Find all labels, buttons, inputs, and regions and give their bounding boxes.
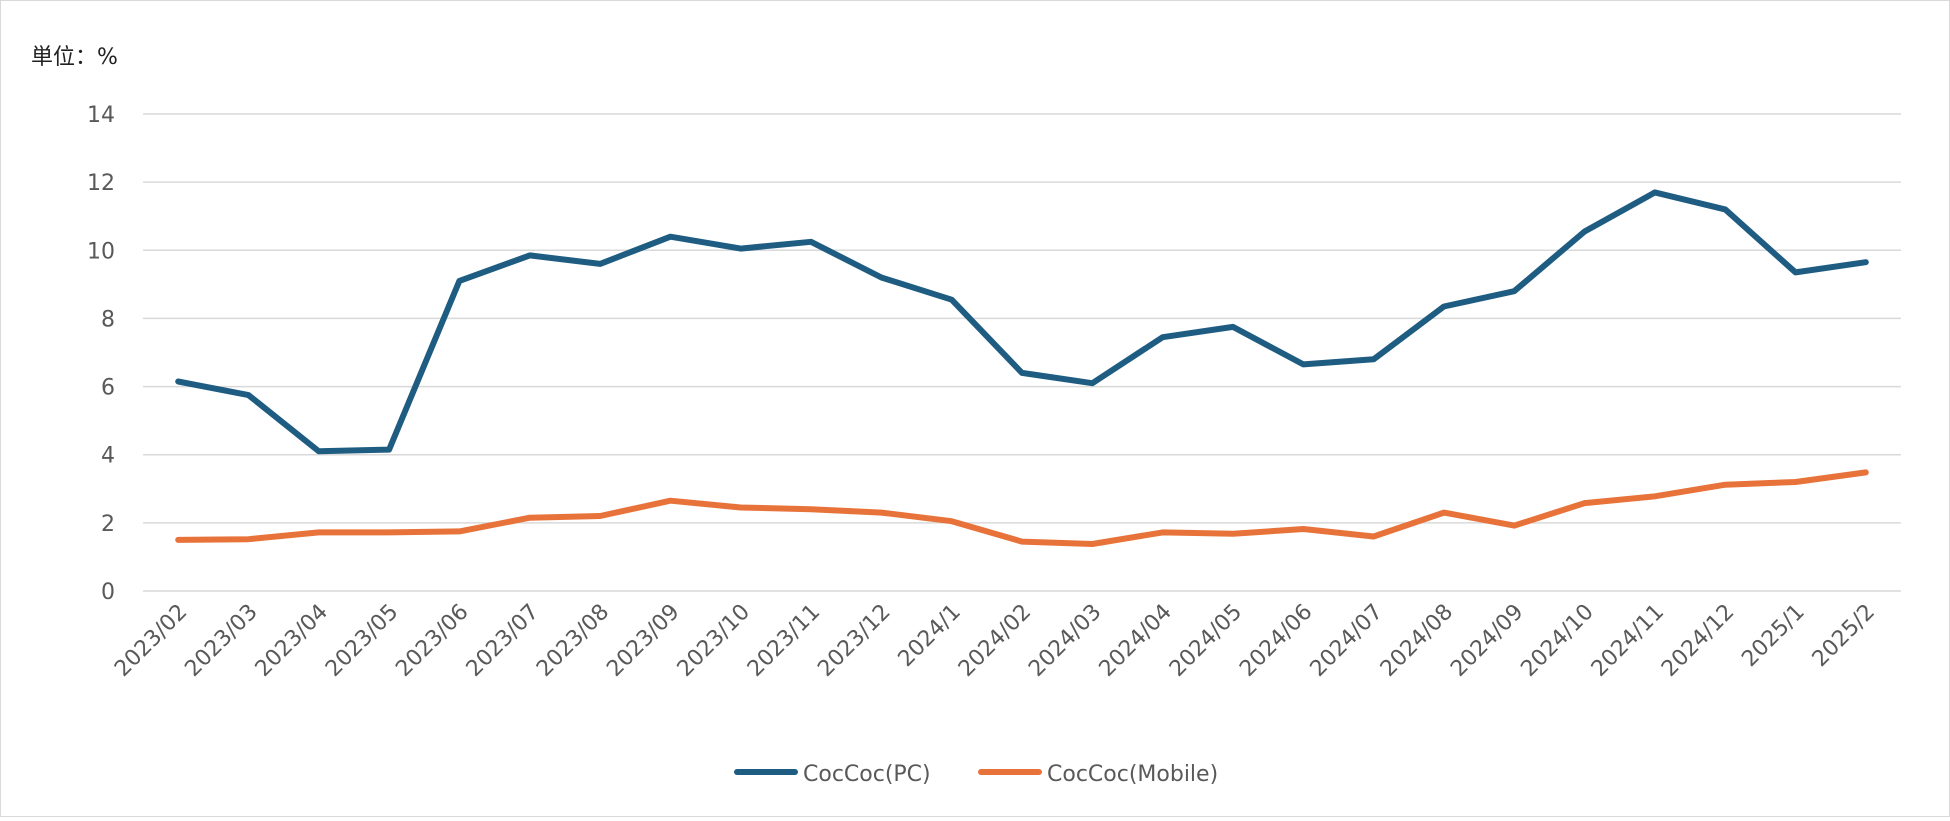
y-tick-label: 6 <box>101 376 115 401</box>
x-tick-label: 2025/1 <box>1737 600 1809 672</box>
x-tick-label: 2023/12 <box>813 600 895 682</box>
x-tick-label: 2024/12 <box>1657 600 1739 682</box>
x-tick-label: 2023/04 <box>251 600 333 682</box>
y-tick-label: 8 <box>101 307 115 332</box>
y-tick-label: 0 <box>101 580 115 605</box>
x-tick-label: 2024/06 <box>1235 600 1317 682</box>
x-tick-label: 2023/10 <box>673 600 755 682</box>
x-tick-label: 2023/03 <box>180 600 262 682</box>
x-tick-label: 2024/11 <box>1587 600 1669 682</box>
x-tick-label: 2024/02 <box>954 600 1036 682</box>
unit-label: 単位：% <box>31 45 118 70</box>
x-tick-label: 2024/04 <box>1095 600 1177 682</box>
x-tick-label: 2024/07 <box>1306 600 1388 682</box>
series-line-mobile <box>175 469 1869 547</box>
legend-label: CocCoc(Mobile) <box>1047 762 1218 787</box>
x-tick-label: 2023/05 <box>321 600 403 682</box>
y-tick-label: 10 <box>87 239 115 264</box>
x-tick-label: 2023/11 <box>743 600 825 682</box>
y-tick-label: 2 <box>101 512 115 537</box>
x-tick-label: 2024/05 <box>1165 600 1247 682</box>
y-tick-label: 12 <box>87 171 115 196</box>
x-tick-label: 2024/10 <box>1516 600 1598 682</box>
series-line-pc <box>175 189 1869 455</box>
x-tick-label: 2023/07 <box>462 600 544 682</box>
x-tick-label: 2023/09 <box>602 600 684 682</box>
x-tick-label: 2024/08 <box>1376 600 1458 682</box>
y-tick-label: 4 <box>101 444 115 469</box>
x-tick-label: 2023/08 <box>532 600 614 682</box>
x-tick-label: 2025/2 <box>1808 600 1880 672</box>
x-tick-label: 2023/06 <box>391 600 473 682</box>
x-tick-label: 2024/03 <box>1024 600 1106 682</box>
x-tick-label: 2023/02 <box>110 600 192 682</box>
x-tick-label: 2024/1 <box>894 600 966 672</box>
y-tick-label: 14 <box>87 103 115 128</box>
legend-label: CocCoc(PC) <box>803 762 931 787</box>
x-tick-label: 2024/09 <box>1446 600 1528 682</box>
